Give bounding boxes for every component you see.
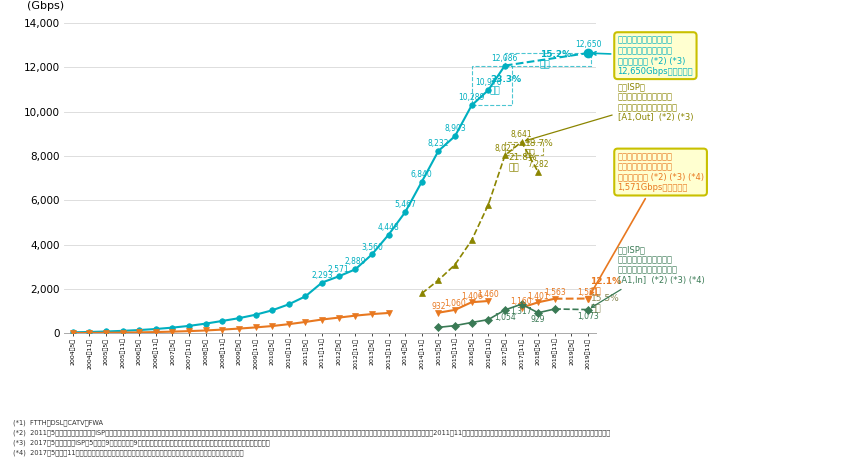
Text: 協力ISPの
ブロードバンド契約者の
ダウンロードトラフィック
[A1,Out]  (*2) (*3): 協力ISPの ブロードバンド契約者の ダウンロードトラフィック [A1,Out]… <box>525 82 693 141</box>
Text: 3,560: 3,560 <box>361 243 383 251</box>
Text: 5,467: 5,467 <box>394 200 416 209</box>
Text: 1,060: 1,060 <box>444 299 466 308</box>
Text: 932: 932 <box>431 302 445 311</box>
Text: 1,460: 1,460 <box>477 290 499 300</box>
Text: 1,073: 1,073 <box>577 312 599 321</box>
Text: 10,289: 10,289 <box>458 94 485 102</box>
Text: 8,232: 8,232 <box>427 139 449 148</box>
Text: (*4)  2017年5月から11月までの期間に、協力事業者の一部において計測方法を見直したため、不連続が生じている。: (*4) 2017年5月から11月までの期間に、協力事業者の一部において計測方法… <box>13 450 244 456</box>
Text: (*1)  FTTH、DSL、CATV、FWA: (*1) FTTH、DSL、CATV、FWA <box>13 419 103 425</box>
Text: 我が国のブロードバンド
契約者の総ダウンロード
トラフィック (*2) (*3)
12,650Gbps（推定値）: 我が国のブロードバンド 契約者の総ダウンロード トラフィック (*2) (*3)… <box>593 36 693 76</box>
Text: 15.5%
増加: 15.5% 増加 <box>590 294 619 313</box>
Text: 1,563: 1,563 <box>544 288 565 297</box>
Text: 12,086: 12,086 <box>492 54 518 63</box>
Text: 12.1%
増加: 12.1% 増加 <box>590 277 621 296</box>
Text: (*2)  2011年5月以前は、一部の協力ISPとブロードバンドサービス契約者との間のトラフィックに携帯電話網との間の移動通信トラフィックの一部が含まれていた: (*2) 2011年5月以前は、一部の協力ISPとブロードバンドサービス契約者と… <box>13 429 610 436</box>
Text: 1,054: 1,054 <box>494 313 516 322</box>
Text: 929: 929 <box>531 315 546 325</box>
Text: 4,448: 4,448 <box>378 223 399 232</box>
Text: 7,282: 7,282 <box>528 160 549 169</box>
Text: 2,293: 2,293 <box>311 271 333 280</box>
Text: 8,027: 8,027 <box>494 144 516 153</box>
Text: 15.2%
増加: 15.2% 増加 <box>540 50 571 69</box>
Text: 6,840: 6,840 <box>411 170 432 179</box>
Text: 1,401: 1,401 <box>528 292 549 300</box>
Text: 1,160: 1,160 <box>511 297 532 306</box>
Text: 1,571: 1,571 <box>577 288 599 297</box>
Text: (*3)  2017年5月より協力ISPが5社から9社に増加し、9社からの情報による集計値及び推定値としたため、不連続が生じている。: (*3) 2017年5月より協力ISPが5社から9社に増加し、9社からの情報によ… <box>13 439 269 446</box>
Text: 8,641: 8,641 <box>511 130 532 139</box>
Text: 18.7%
増加: 18.7% 増加 <box>525 139 553 158</box>
Text: 12,650: 12,650 <box>575 40 601 49</box>
Text: 協力ISPの
ブロードバンド契約者の
アップロードトラフィック
[A1,In]  (*2) (*3) (*4): 協力ISPの ブロードバンド契約者の アップロードトラフィック [A1,In] … <box>591 245 704 307</box>
Text: 1,317: 1,317 <box>511 307 532 316</box>
Text: 23.3%
増加: 23.3% 増加 <box>490 75 521 95</box>
Text: 8,903: 8,903 <box>444 124 466 133</box>
Text: 1,406: 1,406 <box>461 292 482 300</box>
Text: 2,571: 2,571 <box>328 264 349 274</box>
Text: 21.8%
増加: 21.8% 増加 <box>508 153 537 172</box>
Text: 我が国のブロードバンド
契約者の総アップロード
トラフィック (*2) (*3) (*4)
1,571Gbps（推定値）: 我が国のブロードバンド 契約者の総アップロード トラフィック (*2) (*3)… <box>590 152 704 294</box>
Text: 10,976: 10,976 <box>475 78 502 87</box>
Text: (Gbps): (Gbps) <box>27 1 64 11</box>
Text: 2,889: 2,889 <box>345 257 366 267</box>
